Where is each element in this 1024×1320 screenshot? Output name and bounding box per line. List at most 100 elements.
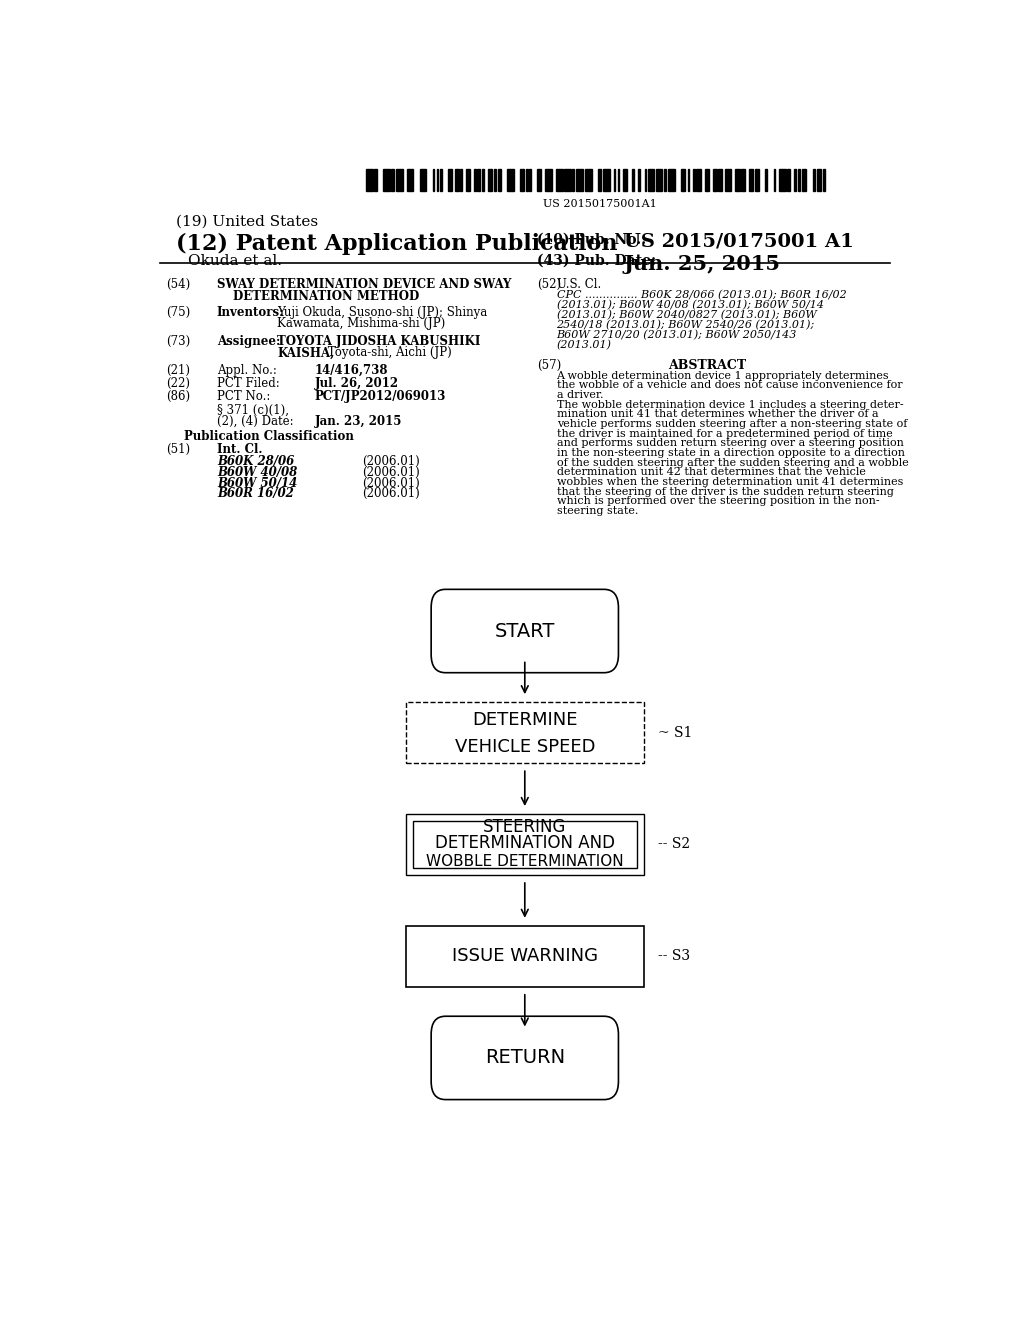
Bar (507, 169, 514, 191)
Text: Okuda et al.: Okuda et al. (187, 253, 282, 268)
Bar (668, 169, 675, 191)
Bar (477, 169, 479, 191)
Text: CPC ............... B60K 28/066 (2013.01); B60R 16/02: CPC ............... B60K 28/066 (2013.01… (557, 289, 846, 300)
Text: START: START (495, 622, 555, 640)
Bar (466, 169, 470, 191)
Bar (406, 925, 644, 987)
Text: KAISHA,: KAISHA, (278, 346, 335, 359)
Bar (383, 169, 389, 191)
Text: that the steering of the driver is the sudden return steering: that the steering of the driver is the s… (557, 487, 893, 496)
Text: ABSTRACT: ABSTRACT (669, 359, 746, 372)
Bar (460, 169, 462, 191)
Text: which is performed over the steering position in the non-: which is performed over the steering pos… (557, 496, 880, 507)
Bar (367, 169, 373, 191)
Text: (10) Pub. No.:: (10) Pub. No.: (537, 232, 646, 247)
Bar (529, 169, 530, 191)
Text: U.S. Cl.: U.S. Cl. (557, 279, 601, 292)
Bar (794, 169, 796, 191)
Bar (374, 169, 377, 191)
Bar (564, 169, 570, 191)
Bar (406, 814, 644, 875)
Text: The wobble determination device 1 includes a steering deter-: The wobble determination device 1 includ… (557, 400, 903, 409)
Text: B60R 16/02: B60R 16/02 (217, 487, 294, 500)
Bar (693, 169, 695, 191)
Text: ISSUE WARNING: ISSUE WARNING (452, 948, 598, 965)
Bar (802, 169, 806, 191)
Bar (449, 169, 453, 191)
Text: (19) United States: (19) United States (176, 214, 317, 228)
Text: B60W 2710/20 (2013.01); B60W 2050/143: B60W 2710/20 (2013.01); B60W 2050/143 (557, 330, 797, 341)
Bar (750, 169, 754, 191)
Bar (644, 169, 646, 191)
Bar (798, 169, 800, 191)
Text: wobbles when the steering determination unit 41 determines: wobbles when the steering determination … (557, 477, 903, 487)
Bar (687, 169, 689, 191)
Text: a driver.: a driver. (557, 391, 603, 400)
Bar (696, 169, 700, 191)
Bar (520, 169, 524, 191)
Bar (499, 169, 501, 191)
Text: and performs sudden return steering over a steering position: and performs sudden return steering over… (557, 438, 903, 449)
Bar (823, 169, 824, 191)
Text: vehicle performs sudden steering after a non-steering state of: vehicle performs sudden steering after a… (557, 420, 907, 429)
Bar (713, 169, 717, 191)
Bar (773, 169, 775, 191)
Text: (57): (57) (537, 359, 561, 372)
Text: RETURN: RETURN (484, 1048, 565, 1068)
Text: the driver is maintained for a predetermined period of time: the driver is maintained for a predeterm… (557, 429, 892, 438)
Text: -- S3: -- S3 (658, 949, 690, 964)
Bar (406, 702, 644, 763)
Text: (43) Pub. Date:: (43) Pub. Date: (537, 253, 655, 268)
Bar (420, 169, 426, 191)
Text: steering state.: steering state. (557, 506, 638, 516)
Text: (54): (54) (166, 279, 190, 292)
Text: (2006.01): (2006.01) (362, 477, 420, 490)
Bar (632, 169, 634, 191)
Text: B60K 28/06: B60K 28/06 (217, 455, 294, 469)
Bar (603, 169, 609, 191)
Text: PCT No.:: PCT No.: (217, 391, 270, 403)
Text: 14/416,738: 14/416,738 (314, 364, 388, 376)
Bar (664, 169, 667, 191)
Bar (436, 169, 438, 191)
Bar (816, 169, 820, 191)
Text: mination unit 41 that determines whether the driver of a: mination unit 41 that determines whether… (557, 409, 879, 420)
Text: ~ S1: ~ S1 (658, 726, 692, 739)
Bar (433, 169, 434, 191)
Text: Publication Classification: Publication Classification (184, 430, 354, 442)
Text: Int. Cl.: Int. Cl. (217, 444, 262, 455)
Text: US 2015/0175001 A1: US 2015/0175001 A1 (624, 232, 854, 251)
Bar (577, 169, 583, 191)
Bar (413, 821, 637, 867)
Bar (779, 169, 785, 191)
Text: DETERMINATION METHOD: DETERMINATION METHOD (232, 289, 419, 302)
Text: (2006.01): (2006.01) (362, 487, 420, 500)
Text: (12) Patent Application Publication: (12) Patent Application Publication (176, 232, 617, 255)
Text: VEHICLE SPEED: VEHICLE SPEED (455, 738, 595, 756)
Bar (556, 169, 562, 191)
Text: PCT Filed:: PCT Filed: (217, 378, 280, 389)
Text: Assignee:: Assignee: (217, 335, 281, 348)
Text: (2013.01); B60W 40/08 (2013.01); B60W 50/14: (2013.01); B60W 40/08 (2013.01); B60W 50… (557, 300, 823, 310)
Bar (656, 169, 663, 191)
Text: (22): (22) (166, 378, 190, 389)
Text: DETERMINE: DETERMINE (472, 711, 578, 730)
Bar (725, 169, 731, 191)
FancyBboxPatch shape (431, 1016, 618, 1100)
Text: (2006.01): (2006.01) (362, 455, 420, 469)
Text: -- S2: -- S2 (658, 837, 690, 851)
Text: (2006.01): (2006.01) (362, 466, 420, 479)
Text: (52): (52) (537, 279, 561, 292)
Text: B60W 40/08: B60W 40/08 (217, 466, 297, 479)
Bar (613, 169, 615, 191)
Text: Jul. 26, 2012: Jul. 26, 2012 (314, 378, 398, 389)
Bar (648, 169, 654, 191)
Text: PCT/JP2012/069013: PCT/JP2012/069013 (314, 391, 445, 403)
Text: (51): (51) (166, 444, 190, 455)
Bar (755, 169, 759, 191)
Text: (73): (73) (166, 335, 190, 348)
Bar (681, 169, 685, 191)
Bar (813, 169, 815, 191)
Text: STEERING: STEERING (483, 818, 566, 836)
Bar (495, 169, 496, 191)
